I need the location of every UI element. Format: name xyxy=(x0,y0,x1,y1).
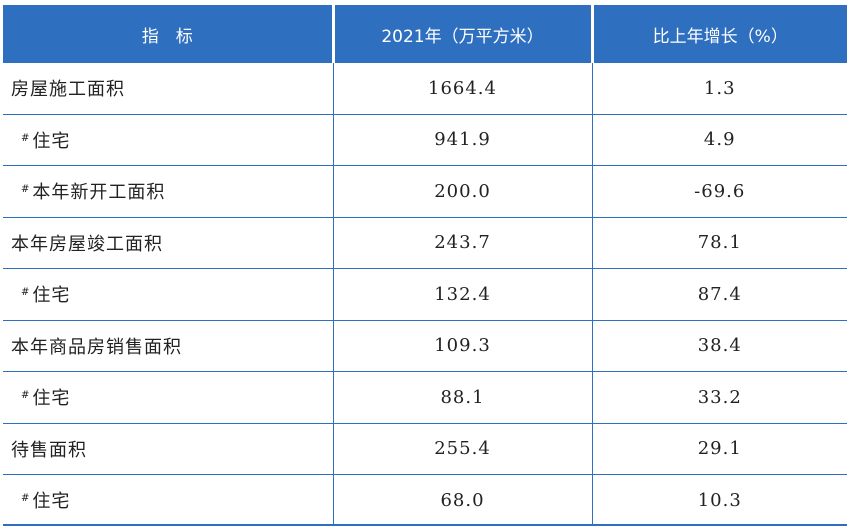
row-indicator-label: 住宅 xyxy=(32,491,71,513)
row-indicator-cell: 待售面积 xyxy=(3,423,334,475)
row-growth-cell: 4.9 xyxy=(592,114,847,166)
subitem-marker: # xyxy=(21,493,31,505)
row-growth-cell: 78.1 xyxy=(592,217,847,269)
table-row: 本年商品房销售面积 109.3 38.4 xyxy=(3,320,847,372)
table-row: 本年房屋竣工面积 243.7 78.1 xyxy=(3,217,847,269)
row-indicator-label: 待售面积 xyxy=(11,439,87,461)
subitem-marker: # xyxy=(21,390,31,402)
row-indicator-label: 本年商品房销售面积 xyxy=(11,336,182,358)
row-growth-cell: 10.3 xyxy=(697,489,742,511)
header-growth: 比上年增长（%） xyxy=(592,5,847,63)
subitem-marker: # xyxy=(21,132,31,144)
row-indicator-label: 本年新开工面积 xyxy=(32,182,166,204)
row-indicator-cell: # 住宅 xyxy=(3,371,334,424)
table-bottom-border xyxy=(3,524,847,526)
row-growth-cell: 87.4 xyxy=(592,268,847,321)
row-indicator-cell: # 住宅 xyxy=(3,268,334,321)
row-value-cell: 109.3 xyxy=(333,320,593,372)
row-indicator-label: 房屋施工面积 xyxy=(11,79,125,101)
row-value-cell: 243.7 xyxy=(333,217,593,269)
row-indicator-label: 住宅 xyxy=(32,285,71,307)
row-indicator-label: 本年房屋竣工面积 xyxy=(11,233,163,255)
row-indicator-label: 住宅 xyxy=(32,388,71,410)
table-row: # 住宅 88.1 33.2 xyxy=(3,371,847,424)
row-indicator-cell: 房屋施工面积 xyxy=(3,63,334,115)
header-indicator: 指 标 xyxy=(3,5,335,63)
row-indicator-cell: 本年房屋竣工面积 xyxy=(3,217,334,269)
row-value-cell: 132.4 xyxy=(333,268,593,321)
row-value-cell: 200.0 xyxy=(333,165,593,218)
row-value-cell: 88.1 xyxy=(333,371,593,424)
row-value-cell: 255.4 xyxy=(333,423,593,475)
row-value-cell: 68.0 xyxy=(333,474,593,526)
row-value-cell: 941.9 xyxy=(333,114,593,166)
header-value-2021: 2021年（万平方米） xyxy=(333,5,594,63)
subitem-marker: # xyxy=(21,184,31,196)
row-indicator-cell: # 本年新开工面积 xyxy=(3,165,334,218)
row-growth-cell: 1.3 xyxy=(592,63,847,115)
row-indicator-cell: # 住宅 xyxy=(3,474,334,526)
row-growth-cell: 29.1 xyxy=(592,423,847,475)
table-row: 待售面积 255.4 29.1 xyxy=(3,423,847,475)
table-row: # 住宅 132.4 87.4 xyxy=(3,268,847,321)
table-row: 房屋施工面积 1664.4 1.3 xyxy=(3,63,847,115)
subitem-marker: # xyxy=(21,287,31,299)
table-row: # 住宅 68.0 10.3 xyxy=(3,474,847,526)
row-growth-cell: 38.4 xyxy=(592,320,847,372)
statistics-table: 指 标 2021年（万平方米） 比上年增长（%） 房屋施工面积 1664.4 1.3… xyxy=(3,5,847,526)
row-growth-cell: -69.6 xyxy=(592,165,847,218)
row-indicator-cell: # 住宅 xyxy=(3,114,334,166)
row-growth-cell: 33.2 xyxy=(592,371,847,424)
row-indicator-label: 住宅 xyxy=(32,130,71,152)
table-row: # 住宅 941.9 4.9 xyxy=(3,114,847,166)
table-row: # 本年新开工面积 200.0 -69.6 xyxy=(3,165,847,218)
table-body: 房屋施工面积 1664.4 1.3 # 住宅 941.9 4.9 # 本年新开工面积 200.0-… xyxy=(3,63,847,526)
table-header-row: 指 标 2021年（万平方米） 比上年增长（%） xyxy=(3,5,847,63)
row-value-cell: 1664.4 xyxy=(333,63,593,115)
row-indicator-cell: 本年商品房销售面积 xyxy=(3,320,334,372)
